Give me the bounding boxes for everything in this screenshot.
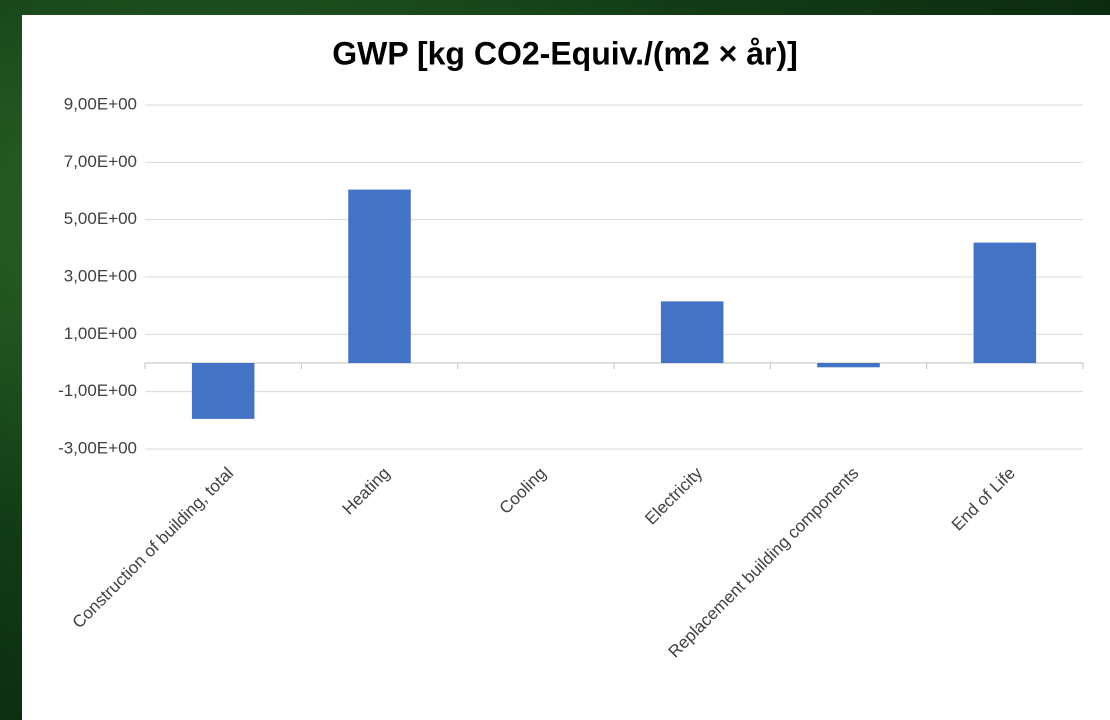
y-tick-label: 9,00E+00 [64, 94, 137, 113]
y-tick-label: 7,00E+00 [64, 152, 137, 171]
chart-title: GWP [kg CO2-Equiv./(m2 × år)] [332, 35, 798, 71]
y-tick-label: -1,00E+00 [58, 381, 137, 400]
y-tick-label: -3,00E+00 [58, 438, 137, 457]
bar [973, 242, 1037, 363]
y-tick-label: 5,00E+00 [64, 209, 137, 228]
y-tick-label: 3,00E+00 [64, 266, 137, 285]
bar [817, 363, 880, 368]
bar [191, 363, 255, 419]
chart-panel [22, 15, 1110, 720]
bar [660, 301, 724, 363]
y-tick-label: 1,00E+00 [64, 324, 137, 343]
bar [348, 189, 411, 363]
